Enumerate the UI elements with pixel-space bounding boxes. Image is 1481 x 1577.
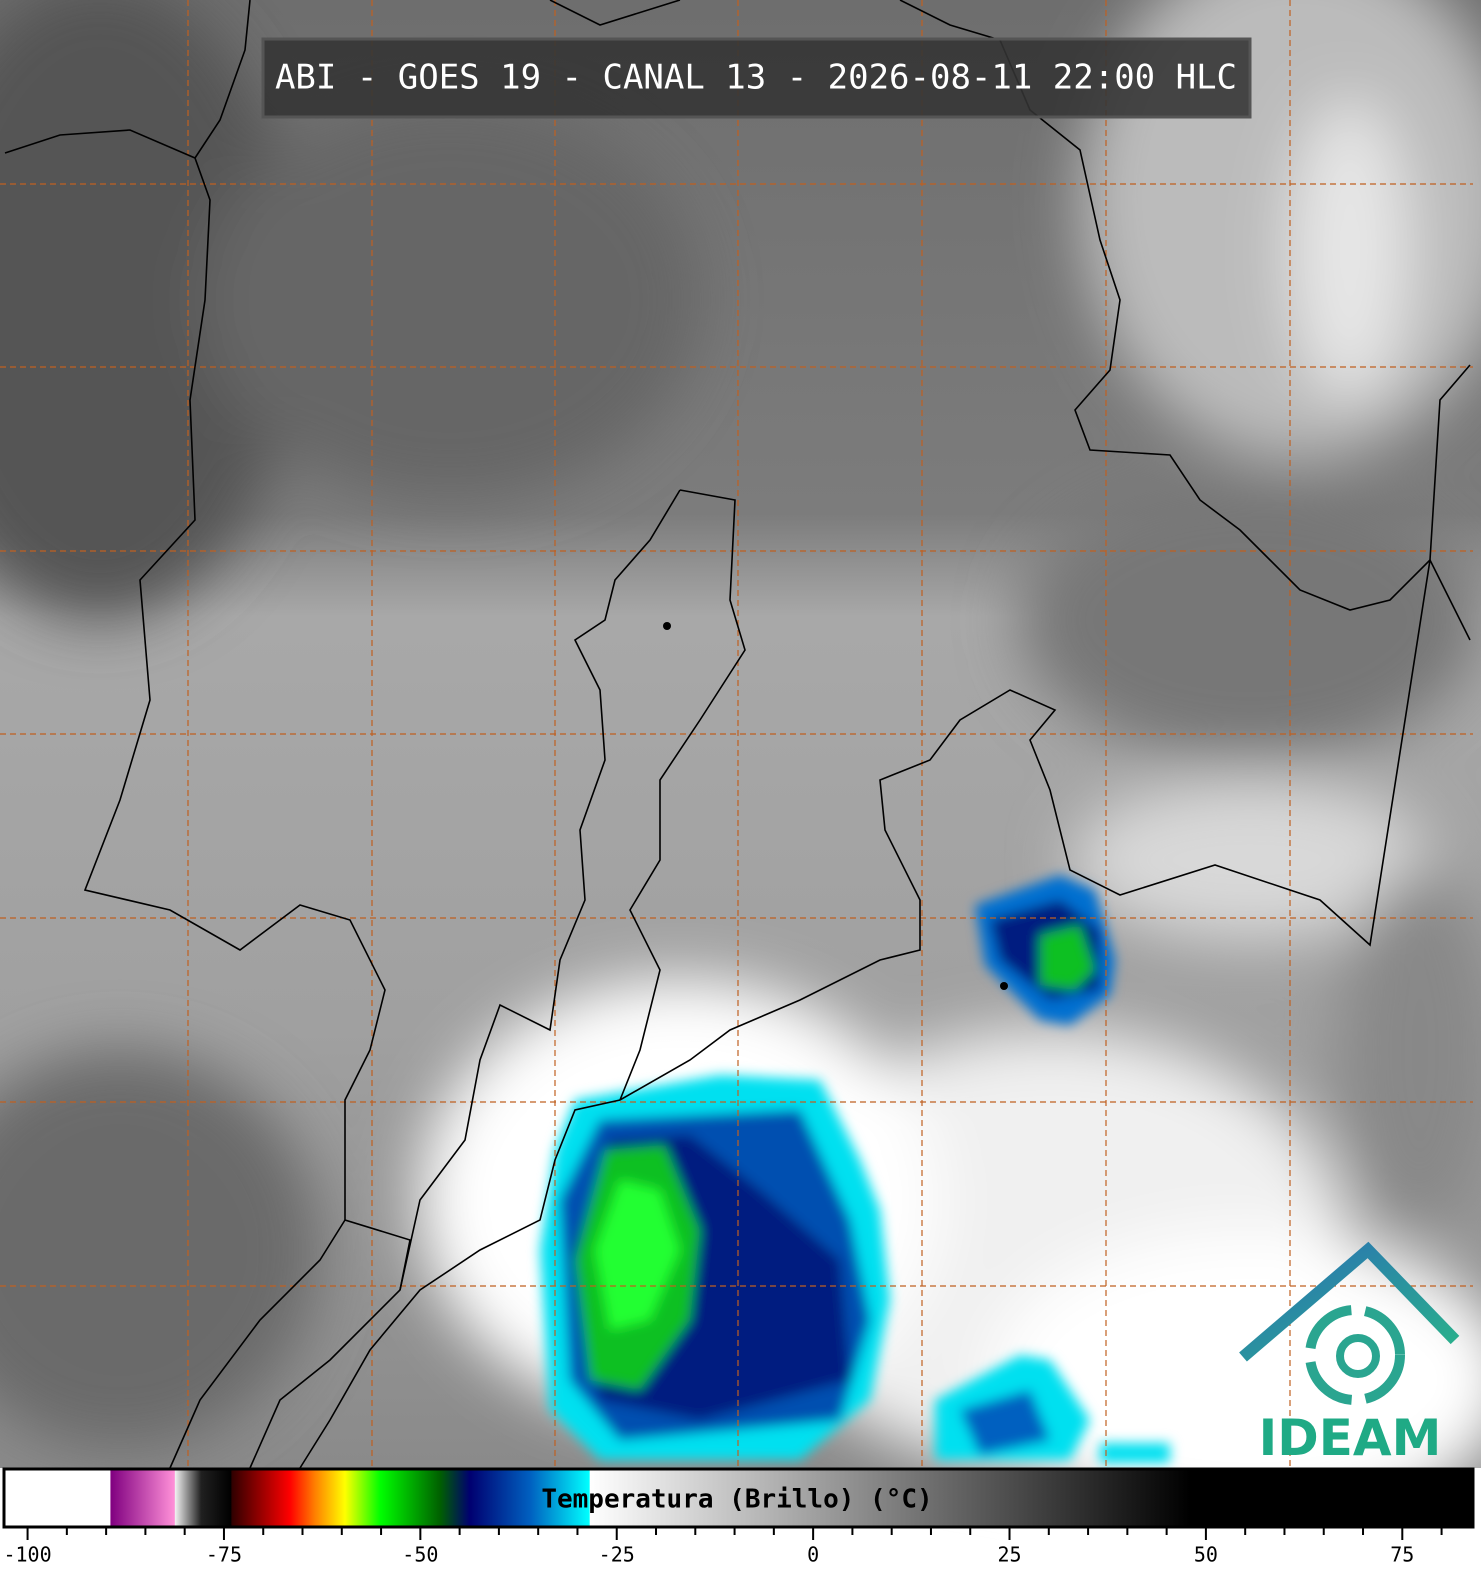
imagery: IDEAM ABI - GOES 19 - CANAL 13 - 2026-08… xyxy=(0,0,1481,1530)
tick-label: 75 xyxy=(1390,1543,1414,1567)
colorbar-ramp xyxy=(2,1467,1475,1529)
logo-text: IDEAM xyxy=(1259,1409,1442,1467)
tick-label: -100 xyxy=(3,1543,51,1567)
title: ABI - GOES 19 - CANAL 13 - 2026-08-11 22… xyxy=(275,58,1237,98)
grid-lines xyxy=(0,0,1473,1468)
tick-label: 25 xyxy=(997,1543,1021,1567)
logo: IDEAM xyxy=(1239,1241,1460,1467)
tick-label: 0 xyxy=(807,1543,819,1567)
colorbar-label: Temperatura (Brillo) (°C) xyxy=(541,1485,932,1515)
tick-label: -25 xyxy=(599,1543,635,1567)
tick-label: -75 xyxy=(206,1543,242,1567)
tick-label: 50 xyxy=(1194,1543,1218,1567)
colorbar: Temperatura (Brillo) (°C) -100 -75 -50 -25 0… xyxy=(2,1467,1475,1567)
tick-label: -50 xyxy=(402,1543,438,1567)
title-box xyxy=(261,37,1252,119)
